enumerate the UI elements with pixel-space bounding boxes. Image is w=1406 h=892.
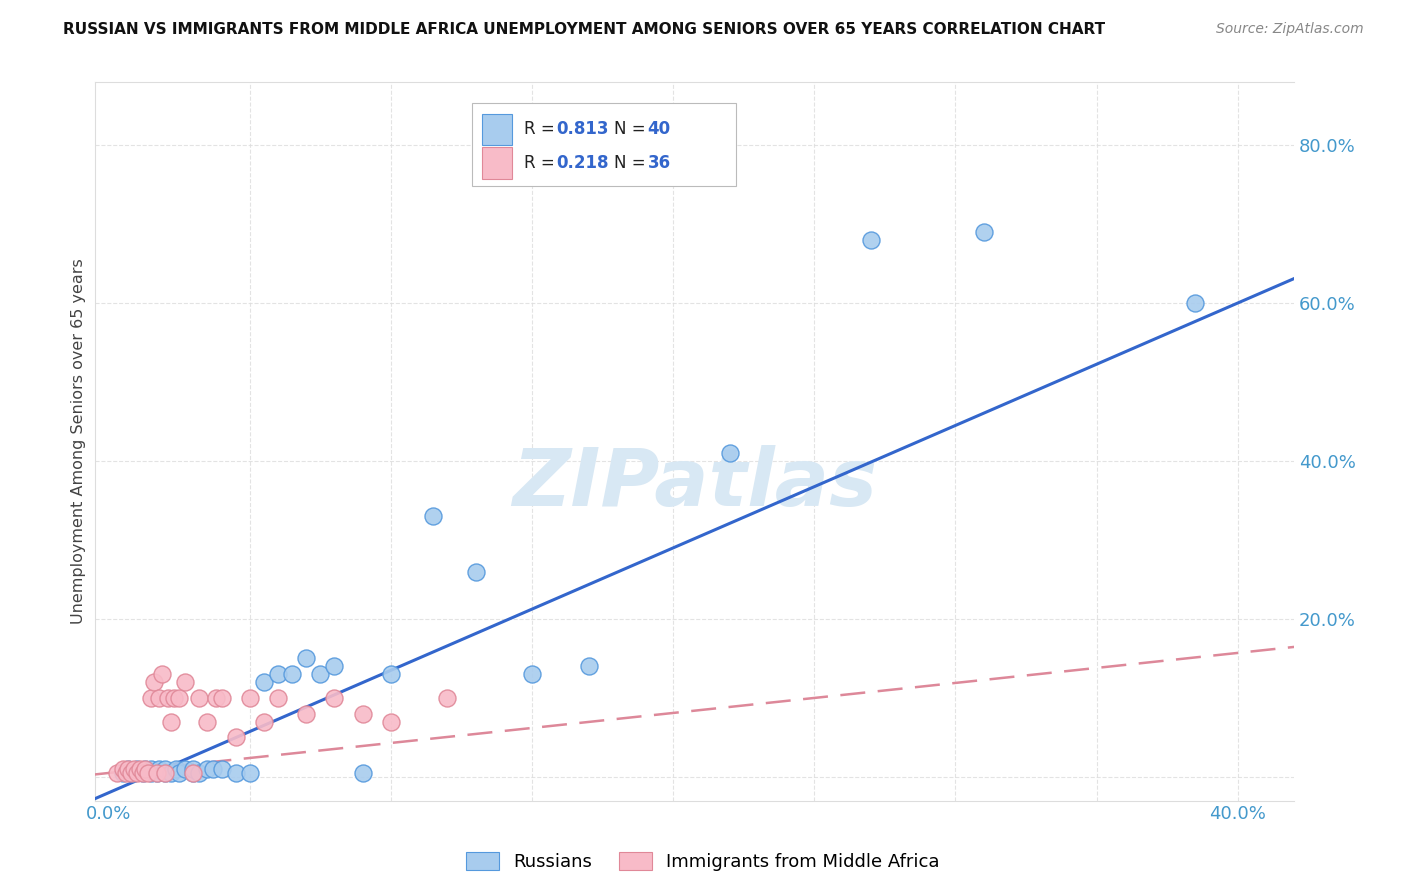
Text: R =: R = bbox=[524, 120, 560, 138]
Point bbox=[211, 690, 233, 705]
Point bbox=[309, 667, 332, 681]
Point bbox=[153, 766, 176, 780]
Point bbox=[145, 766, 167, 780]
Point bbox=[267, 690, 290, 705]
Point bbox=[134, 762, 156, 776]
Point bbox=[202, 762, 225, 776]
Point bbox=[167, 690, 190, 705]
FancyBboxPatch shape bbox=[472, 103, 737, 186]
FancyBboxPatch shape bbox=[482, 113, 512, 145]
Point bbox=[150, 667, 173, 681]
Y-axis label: Unemployment Among Seniors over 65 years: Unemployment Among Seniors over 65 years bbox=[72, 259, 86, 624]
Point bbox=[117, 762, 139, 776]
Point bbox=[148, 762, 170, 776]
Point bbox=[188, 766, 211, 780]
Point bbox=[117, 762, 139, 776]
Point bbox=[380, 714, 402, 729]
Point bbox=[111, 762, 134, 776]
Point bbox=[131, 766, 153, 780]
Text: 40: 40 bbox=[648, 120, 671, 138]
Point bbox=[464, 565, 486, 579]
Point bbox=[267, 667, 290, 681]
Text: 36: 36 bbox=[648, 154, 671, 172]
Point bbox=[134, 762, 156, 776]
Point bbox=[125, 762, 148, 776]
Point bbox=[436, 690, 458, 705]
Point bbox=[973, 225, 995, 239]
Point bbox=[225, 766, 247, 780]
Text: Source: ZipAtlas.com: Source: ZipAtlas.com bbox=[1216, 22, 1364, 37]
Point bbox=[323, 659, 346, 673]
Text: 0.813: 0.813 bbox=[557, 120, 609, 138]
Point bbox=[167, 766, 190, 780]
Point bbox=[159, 714, 181, 729]
Point bbox=[153, 762, 176, 776]
Text: R =: R = bbox=[524, 154, 560, 172]
Point bbox=[1184, 296, 1206, 310]
Text: ZIPatlas: ZIPatlas bbox=[512, 445, 877, 524]
Point bbox=[105, 766, 128, 780]
Point bbox=[183, 766, 205, 780]
Point bbox=[136, 766, 159, 780]
Text: RUSSIAN VS IMMIGRANTS FROM MIDDLE AFRICA UNEMPLOYMENT AMONG SENIORS OVER 65 YEAR: RUSSIAN VS IMMIGRANTS FROM MIDDLE AFRICA… bbox=[63, 22, 1105, 37]
Point bbox=[239, 690, 262, 705]
Text: 0.218: 0.218 bbox=[557, 154, 609, 172]
Text: N =: N = bbox=[614, 154, 651, 172]
Point bbox=[156, 690, 179, 705]
Point bbox=[139, 762, 162, 776]
Point bbox=[128, 762, 150, 776]
Point bbox=[380, 667, 402, 681]
Point bbox=[142, 675, 165, 690]
Legend: Russians, Immigrants from Middle Africa: Russians, Immigrants from Middle Africa bbox=[460, 845, 946, 879]
Point bbox=[131, 766, 153, 780]
Point bbox=[122, 766, 145, 780]
Point bbox=[153, 766, 176, 780]
Point bbox=[139, 690, 162, 705]
Point bbox=[114, 766, 136, 780]
Point bbox=[188, 690, 211, 705]
Point bbox=[174, 762, 197, 776]
Point bbox=[578, 659, 600, 673]
Point bbox=[111, 766, 134, 780]
Point bbox=[352, 706, 374, 721]
Point bbox=[205, 690, 228, 705]
Point bbox=[225, 731, 247, 745]
Point bbox=[165, 762, 187, 776]
Point bbox=[520, 667, 543, 681]
Point bbox=[352, 766, 374, 780]
Text: N =: N = bbox=[614, 120, 651, 138]
Point bbox=[122, 762, 145, 776]
Point bbox=[281, 667, 304, 681]
Point bbox=[174, 675, 197, 690]
Point bbox=[253, 675, 276, 690]
Point bbox=[162, 690, 184, 705]
Point bbox=[859, 233, 882, 247]
Point bbox=[183, 762, 205, 776]
Point bbox=[323, 690, 346, 705]
FancyBboxPatch shape bbox=[482, 147, 512, 179]
Point bbox=[139, 766, 162, 780]
Point bbox=[125, 766, 148, 780]
Point bbox=[239, 766, 262, 780]
Point bbox=[148, 690, 170, 705]
Point bbox=[211, 762, 233, 776]
Point bbox=[197, 714, 219, 729]
Point bbox=[120, 766, 142, 780]
Point bbox=[295, 706, 318, 721]
Point bbox=[718, 446, 741, 460]
Point bbox=[159, 766, 181, 780]
Point bbox=[145, 766, 167, 780]
Point bbox=[253, 714, 276, 729]
Point bbox=[422, 509, 444, 524]
Point bbox=[295, 651, 318, 665]
Point bbox=[197, 762, 219, 776]
Point bbox=[183, 766, 205, 780]
